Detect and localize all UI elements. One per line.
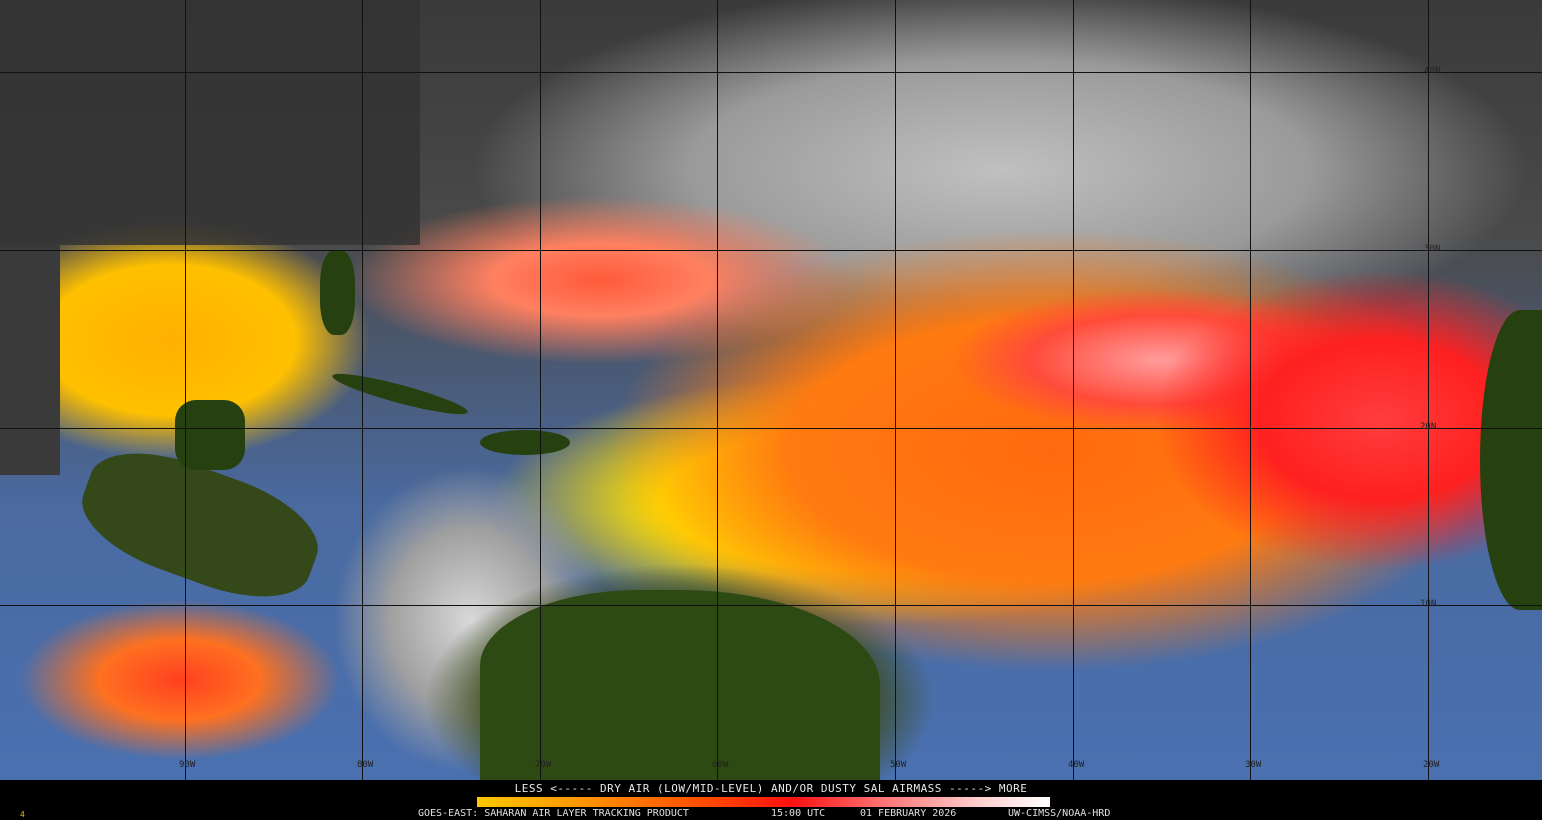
lon-label: 90W bbox=[179, 760, 196, 770]
legend-colorbar bbox=[477, 797, 1050, 807]
parallel-40n bbox=[0, 72, 1542, 73]
observation-time: 15:00 UTC bbox=[771, 808, 826, 819]
land-yucatan bbox=[175, 400, 245, 470]
meridian-80w bbox=[362, 0, 363, 780]
lon-label: 60W bbox=[712, 760, 729, 770]
land-africa bbox=[1480, 310, 1542, 610]
corner-mark: 4 bbox=[20, 810, 25, 819]
meridian-40w bbox=[1073, 0, 1074, 780]
meridian-50w bbox=[895, 0, 896, 780]
lat-label: 30N bbox=[1424, 244, 1441, 254]
lon-label: 70W bbox=[535, 760, 552, 770]
observation-date: 01 FEBRUARY 2026 bbox=[860, 808, 957, 819]
meridian-30w bbox=[1250, 0, 1251, 780]
parallel-20n bbox=[0, 428, 1542, 429]
lat-label: 40N bbox=[1424, 66, 1441, 76]
lat-label: 10N bbox=[1420, 599, 1437, 609]
land-cuba bbox=[330, 367, 470, 421]
lon-label: 20W bbox=[1423, 760, 1440, 770]
lon-label: 80W bbox=[357, 760, 374, 770]
satellite-map: 40N 30N 20N 10N 90W 80W 70W 60W 50W 40W … bbox=[0, 0, 1542, 780]
lon-label: 30W bbox=[1245, 760, 1262, 770]
product-name: GOES-EAST: SAHARAN AIR LAYER TRACKING PR… bbox=[418, 808, 689, 819]
land-south-america bbox=[480, 590, 880, 780]
credit: UW-CIMSS/NOAA-HRD bbox=[1008, 808, 1111, 819]
land-florida bbox=[320, 250, 355, 335]
land-mexico bbox=[0, 245, 60, 475]
lon-label: 50W bbox=[890, 760, 907, 770]
legend-title: LESS <----- DRY AIR (LOW/MID-LEVEL) AND/… bbox=[514, 782, 1028, 795]
meridian-70w bbox=[540, 0, 541, 780]
footer-caption: GOES-EAST: SAHARAN AIR LAYER TRACKING PR… bbox=[0, 808, 1542, 820]
meridian-20w bbox=[1428, 0, 1429, 780]
land-north-america bbox=[0, 0, 420, 245]
land-hispaniola bbox=[480, 430, 570, 455]
parallel-30n bbox=[0, 250, 1542, 251]
meridian-60w bbox=[717, 0, 718, 780]
meridian-90w bbox=[185, 0, 186, 780]
lon-label: 40W bbox=[1068, 760, 1085, 770]
parallel-10n bbox=[0, 605, 1542, 606]
lat-label: 20N bbox=[1420, 422, 1437, 432]
